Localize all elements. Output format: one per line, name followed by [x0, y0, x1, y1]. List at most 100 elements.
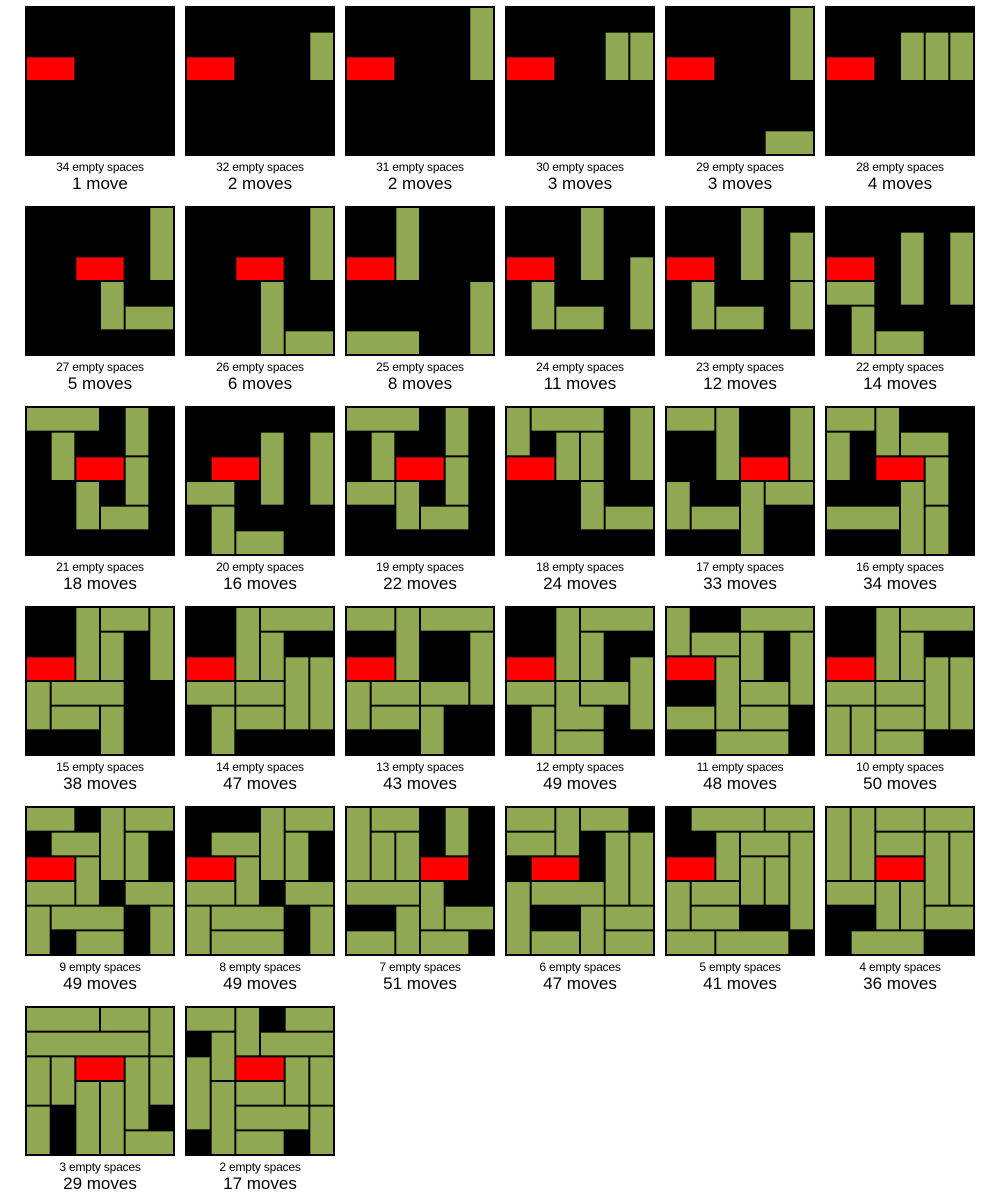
- puzzle-board: [505, 206, 655, 356]
- sliding-block: [211, 1032, 235, 1081]
- puzzle-card: 26 empty spaces 6 moves: [185, 206, 335, 394]
- moves-label: 12 moves: [703, 374, 777, 393]
- moves-label: 14 moves: [863, 374, 937, 393]
- moves-label: 34 moves: [863, 574, 937, 593]
- sliding-block: [76, 607, 100, 681]
- puzzle-card: 28 empty spaces 4 moves: [825, 6, 975, 194]
- sliding-block: [310, 906, 334, 955]
- sliding-block: [826, 807, 850, 881]
- sliding-block: [691, 807, 764, 831]
- sliding-block: [765, 131, 814, 155]
- sliding-block: [186, 1057, 210, 1130]
- target-block: [236, 1057, 284, 1081]
- puzzle-card: 31 empty spaces 2 moves: [345, 6, 495, 194]
- puzzle-card: 14 empty spaces 47 moves: [185, 606, 335, 794]
- puzzle-card: 11 empty spaces 48 moves: [665, 606, 815, 794]
- moves-label: 4 moves: [867, 174, 933, 193]
- target-block: [211, 457, 260, 481]
- sliding-block: [445, 407, 469, 456]
- board-svg: [826, 232, 974, 355]
- sliding-block: [900, 432, 949, 456]
- board-svg: [236, 207, 334, 355]
- puzzle-board: [825, 6, 975, 156]
- sliding-block: [420, 607, 494, 631]
- target-block: [346, 57, 395, 81]
- sliding-block: [691, 906, 740, 930]
- sliding-block: [26, 1057, 50, 1105]
- sliding-block: [285, 881, 334, 905]
- sliding-block: [396, 607, 420, 681]
- sliding-block: [26, 906, 50, 955]
- sliding-block: [506, 681, 555, 705]
- sliding-block: [470, 281, 494, 355]
- sliding-block: [420, 681, 469, 705]
- moves-label: 17 moves: [223, 1174, 297, 1193]
- sliding-block: [125, 1131, 174, 1155]
- empty-spaces-label: 13 empty spaces: [376, 760, 464, 774]
- sliding-block: [506, 881, 530, 955]
- puzzle-board: [665, 206, 815, 356]
- sliding-block: [186, 681, 235, 705]
- sliding-block: [211, 506, 235, 555]
- sliding-block: [900, 607, 974, 631]
- target-block: [826, 657, 875, 681]
- empty-spaces-label: 20 empty spaces: [216, 560, 304, 574]
- sliding-block: [740, 632, 764, 681]
- sliding-block: [100, 506, 149, 530]
- sliding-block: [186, 1007, 235, 1031]
- sliding-block: [346, 681, 370, 730]
- sliding-block: [630, 257, 654, 330]
- empty-spaces-label: 27 empty spaces: [56, 360, 144, 374]
- sliding-block: [420, 706, 444, 755]
- board-svg: [826, 32, 974, 81]
- moves-label: 2 moves: [227, 174, 293, 193]
- sliding-block: [666, 481, 690, 530]
- puzzle-card: 24 empty spaces 11 moves: [505, 206, 655, 394]
- sliding-block: [900, 232, 924, 305]
- sliding-block: [580, 481, 604, 530]
- sliding-block: [790, 407, 814, 481]
- sliding-block: [790, 232, 814, 281]
- sliding-block: [925, 906, 974, 930]
- board-svg: [506, 207, 654, 330]
- sliding-block: [605, 906, 654, 930]
- sliding-block: [506, 807, 555, 831]
- sliding-block: [26, 407, 100, 431]
- sliding-block: [100, 607, 149, 631]
- sliding-block: [556, 731, 604, 755]
- target-block: [826, 257, 875, 281]
- puzzle-card: 30 empty spaces 3 moves: [505, 6, 655, 194]
- puzzle-board: [505, 606, 655, 756]
- target-block: [876, 457, 924, 481]
- board-svg: [346, 607, 494, 755]
- board-svg: [186, 32, 334, 81]
- puzzle-board: [25, 806, 175, 956]
- sliding-block: [211, 931, 284, 955]
- sliding-block: [740, 681, 789, 705]
- moves-label: 48 moves: [703, 774, 777, 793]
- target-block: [666, 257, 715, 281]
- target-block: [396, 457, 444, 481]
- sliding-block: [826, 881, 875, 905]
- puzzle-card: 7 empty spaces 51 moves: [345, 806, 495, 994]
- sliding-block: [260, 807, 284, 881]
- empty-spaces-label: 30 empty spaces: [536, 160, 624, 174]
- sliding-block: [420, 506, 469, 530]
- puzzle-card: 34 empty spaces 1 move: [25, 6, 175, 194]
- sliding-block: [236, 607, 260, 681]
- board-svg: [826, 607, 974, 755]
- puzzle-board: [345, 6, 495, 156]
- empty-spaces-label: 32 empty spaces: [216, 160, 304, 174]
- sliding-block: [851, 931, 924, 955]
- empty-spaces-label: 25 empty spaces: [376, 360, 464, 374]
- sliding-block: [630, 32, 654, 81]
- board-svg: [186, 1007, 334, 1155]
- board-svg: [666, 607, 814, 755]
- sliding-block: [925, 506, 949, 555]
- sliding-block: [396, 832, 420, 881]
- sliding-block: [260, 607, 334, 631]
- sliding-block: [716, 931, 789, 955]
- sliding-block: [186, 481, 235, 505]
- sliding-block: [285, 1007, 334, 1031]
- sliding-block: [26, 681, 50, 730]
